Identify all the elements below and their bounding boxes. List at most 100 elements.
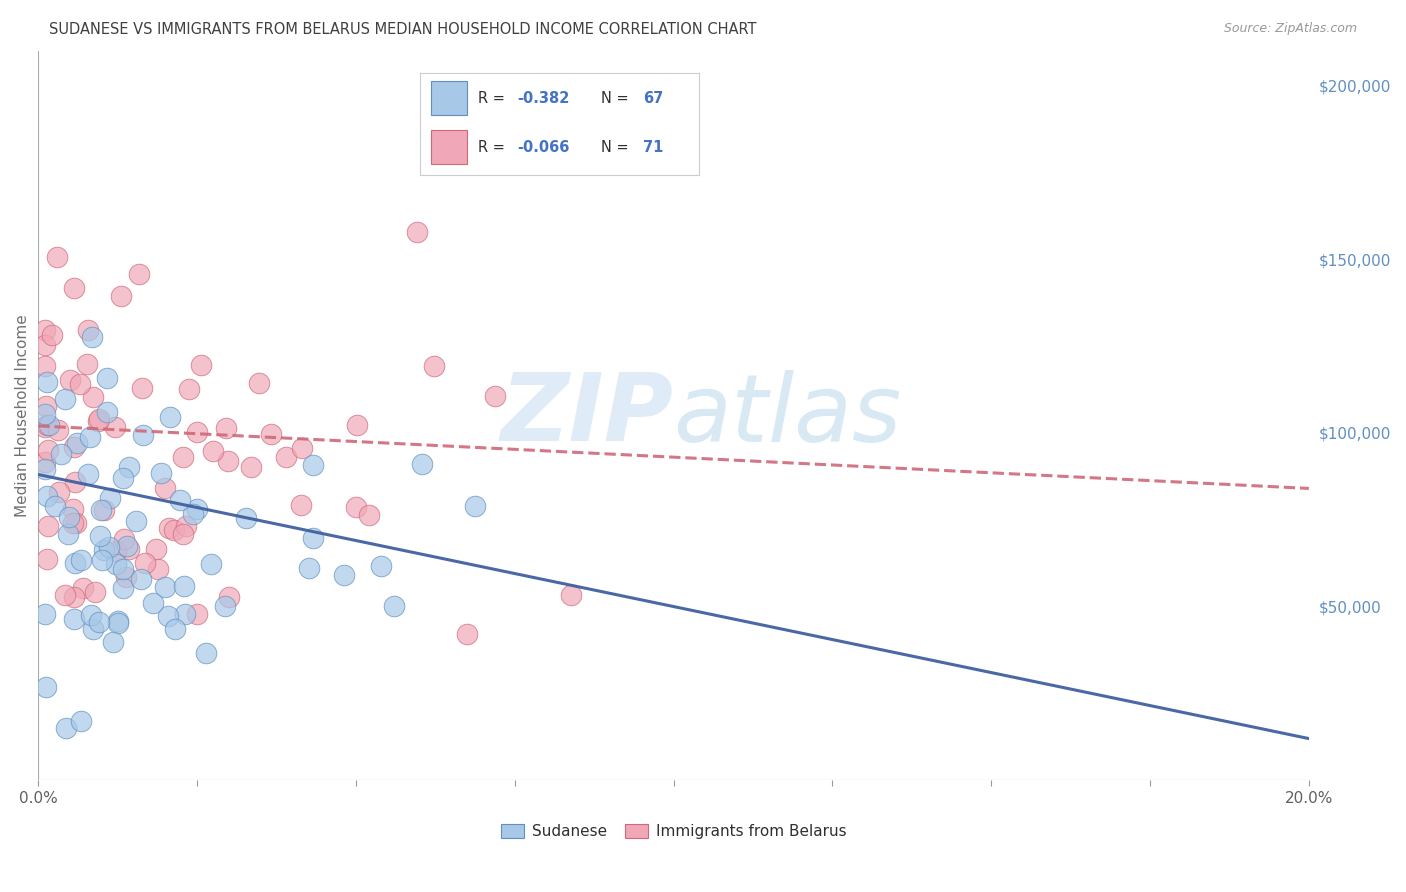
Point	[35, 489, 58, 503]
Point	[124, 514, 146, 528]
Point	[65, 516, 87, 531]
Point	[172, 526, 194, 541]
Point	[58, 509, 80, 524]
Point	[128, 267, 150, 281]
Point	[112, 470, 135, 484]
Point	[146, 562, 169, 576]
Point	[104, 558, 127, 572]
Point	[359, 508, 381, 522]
Point	[82, 390, 104, 404]
Point	[190, 359, 212, 373]
Point	[37, 443, 59, 458]
Point	[70, 714, 93, 728]
Point	[217, 453, 239, 467]
Point	[77, 467, 100, 481]
Point	[93, 542, 115, 557]
Point	[145, 541, 167, 556]
Point	[134, 556, 156, 570]
Point	[90, 502, 112, 516]
Point	[49, 447, 72, 461]
Point	[370, 558, 392, 573]
Point	[214, 599, 236, 614]
Point	[298, 561, 321, 575]
Point	[290, 498, 312, 512]
Point	[65, 557, 87, 571]
Point	[62, 502, 84, 516]
Point	[174, 607, 197, 621]
Point	[344, 500, 367, 515]
Point	[34, 323, 56, 337]
Point	[46, 423, 69, 437]
Point	[132, 428, 155, 442]
Point	[63, 281, 86, 295]
Point	[240, 459, 263, 474]
Point	[153, 481, 176, 495]
Point	[118, 542, 141, 557]
Point	[118, 460, 141, 475]
Point	[79, 430, 101, 444]
Point	[157, 609, 180, 624]
Point	[104, 420, 127, 434]
Point	[34, 455, 56, 469]
Point	[80, 608, 103, 623]
Point	[107, 614, 129, 628]
Point	[35, 552, 58, 566]
Point	[157, 521, 180, 535]
Point	[112, 533, 135, 547]
Point	[69, 376, 91, 391]
Point	[333, 567, 356, 582]
Point	[96, 370, 118, 384]
Point	[218, 591, 240, 605]
Point	[90, 553, 112, 567]
Point	[55, 721, 77, 735]
Point	[34, 607, 56, 622]
Point	[153, 580, 176, 594]
Point	[411, 458, 433, 472]
Point	[382, 599, 405, 613]
Point	[163, 523, 186, 537]
Point	[38, 418, 60, 433]
Point	[456, 626, 478, 640]
Point	[37, 519, 59, 533]
Point	[169, 492, 191, 507]
Point	[560, 589, 582, 603]
Point	[58, 527, 80, 541]
Text: ZIP: ZIP	[501, 369, 673, 461]
Point	[405, 225, 427, 239]
Point	[48, 484, 70, 499]
Point	[62, 516, 84, 530]
Point	[63, 612, 86, 626]
Point	[112, 581, 135, 595]
Point	[260, 426, 283, 441]
Point	[44, 499, 66, 513]
Point	[34, 407, 56, 421]
Point	[142, 596, 165, 610]
Point	[115, 539, 138, 553]
Point	[80, 330, 103, 344]
Point	[34, 420, 56, 434]
Point	[77, 323, 100, 337]
Y-axis label: Median Household Income: Median Household Income	[15, 314, 30, 516]
Point	[173, 579, 195, 593]
Point	[129, 572, 152, 586]
Point	[83, 585, 105, 599]
Point	[186, 502, 208, 516]
Point	[464, 499, 486, 513]
Point	[111, 562, 134, 576]
Point	[131, 381, 153, 395]
Point	[291, 441, 314, 455]
Point	[53, 588, 76, 602]
Point	[179, 382, 201, 396]
Legend: Sudanese, Immigrants from Belarus: Sudanese, Immigrants from Belarus	[495, 818, 852, 846]
Point	[149, 467, 172, 481]
Point	[35, 680, 58, 694]
Point	[107, 616, 129, 631]
Point	[181, 507, 204, 521]
Point	[37, 375, 59, 389]
Point	[35, 400, 58, 414]
Point	[65, 475, 87, 490]
Point	[159, 410, 181, 425]
Point	[235, 511, 257, 525]
Point	[66, 436, 89, 450]
Point	[96, 404, 118, 418]
